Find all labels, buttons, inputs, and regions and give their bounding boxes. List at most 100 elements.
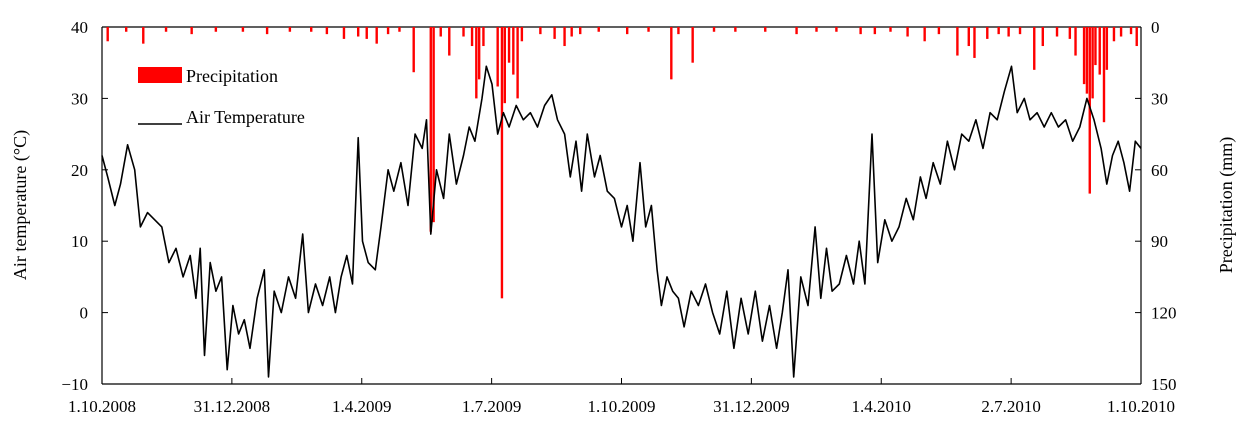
precipitation-bar <box>973 27 976 58</box>
precipitation-bar <box>365 27 368 39</box>
precipitation-bar <box>190 27 193 35</box>
y2-axis-ticks: 150 120 90 60 30 0 <box>1135 18 1177 394</box>
precipitation-bar <box>1068 27 1072 39</box>
air-temperature-line <box>101 65 1142 378</box>
precipitation-bar <box>539 27 542 35</box>
precipitation-bar <box>570 27 573 37</box>
precipitation-bar <box>520 27 524 42</box>
precipitation-bar <box>859 27 862 35</box>
y2-tick-label: 150 <box>1151 375 1177 394</box>
precipitation-bar <box>356 27 360 37</box>
y-tick-label: 40 <box>71 18 88 37</box>
precipitation-bar <box>1091 27 1094 99</box>
precipitation-bar <box>265 27 269 35</box>
precipitation-bar <box>288 27 292 32</box>
precipitation-bar <box>712 27 716 32</box>
precipitation-bar <box>1088 27 1091 194</box>
precipitation-bar <box>815 27 818 32</box>
precipitation-bar <box>475 27 478 99</box>
x-axis-ticks: 1.10.2008 31.12.2008 1.4.2009 1.7.2009 1.10.… <box>68 378 1175 416</box>
precipitation-bar <box>967 27 970 47</box>
precipitation-bar <box>734 27 737 32</box>
precipitation-bar <box>1112 27 1116 42</box>
precipitation-bar <box>1007 27 1010 37</box>
precipitation-bar <box>1129 27 1133 35</box>
legend-swatch-precipitation <box>138 67 182 83</box>
precipitation-bar <box>986 27 989 39</box>
precipitation-bar <box>507 27 511 63</box>
y-tick-label: 0 <box>80 304 89 323</box>
precipitation-bar <box>142 27 145 44</box>
precipitation-bar <box>310 27 313 32</box>
precipitation-bar <box>124 27 128 32</box>
precipitation-bar <box>1135 27 1138 47</box>
precipitation-bar <box>1074 27 1077 56</box>
precipitation-bar <box>835 27 838 32</box>
legend-label-precipitation: Precipitation <box>186 66 278 86</box>
air-temperature-series <box>101 65 1142 378</box>
precipitation-bar <box>164 27 168 32</box>
precipitation-bar <box>873 27 877 35</box>
precipitation-bar <box>923 27 926 42</box>
y-tick-label: 10 <box>71 232 88 251</box>
legend-label-air-temperature: Air Temperature <box>186 107 305 127</box>
precipitation-bar <box>482 27 485 47</box>
precipitation-bar <box>516 27 519 99</box>
y2-tick-label: 30 <box>1151 89 1168 108</box>
x-tick-label: 31.12.2009 <box>713 397 790 416</box>
precipitation-bar <box>432 27 435 223</box>
x-tick-label: 1.4.2009 <box>332 397 392 416</box>
precipitation-bar <box>677 27 680 35</box>
precipitation-bar <box>503 27 506 104</box>
precipitation-bar <box>1055 27 1059 37</box>
y2-tick-label: 90 <box>1151 232 1168 251</box>
precipitation-bar <box>325 27 329 35</box>
precipitation-bar <box>512 27 515 75</box>
precipitation-bar <box>1119 27 1123 37</box>
precipitation-bar <box>764 27 767 32</box>
precipitation-bar <box>670 27 673 80</box>
y-tick-label: −10 <box>61 375 88 394</box>
precipitation-bar <box>412 27 415 73</box>
y2-tick-label: 0 <box>1151 18 1160 37</box>
precipitation-bar <box>1033 27 1036 70</box>
precipitation-bar <box>386 27 390 35</box>
precipitation-bar <box>1094 27 1097 66</box>
y-tick-label: 20 <box>71 161 88 180</box>
precipitation-bar <box>1041 27 1044 47</box>
precipitation-bar <box>1102 27 1106 123</box>
y-tick-label: 30 <box>71 89 88 108</box>
x-tick-label: 1.10.2009 <box>588 397 656 416</box>
precipitation-bar <box>439 27 442 37</box>
x-tick-label: 1.10.2008 <box>68 397 136 416</box>
precipitation-bar <box>937 27 941 35</box>
precipitation-bar <box>906 27 909 37</box>
precipitation-bar <box>553 27 556 39</box>
precipitation-bar <box>375 27 378 44</box>
y2-axis-title: Precipitation (mm) <box>1216 137 1237 273</box>
precipitation-bar <box>597 27 600 32</box>
y2-tick-label: 120 <box>1151 304 1177 323</box>
precipitation-bar <box>1085 27 1089 94</box>
precipitation-bar <box>691 27 694 63</box>
precipitation-bar <box>398 27 401 32</box>
legend: Precipitation Air Temperature <box>138 66 305 127</box>
precipitation-bar <box>647 27 650 32</box>
precipitation-bar <box>448 27 451 56</box>
precipitation-bar <box>496 27 499 87</box>
precipitation-bar <box>342 27 346 39</box>
precipitation-bar <box>470 27 474 47</box>
precipitation-bar <box>429 27 432 232</box>
x-tick-label: 1.4.2010 <box>852 397 912 416</box>
precipitation-bar <box>500 27 504 299</box>
precipitation-bar <box>106 27 109 42</box>
precipitation-bar <box>462 27 465 37</box>
precipitation-bar <box>1018 27 1022 35</box>
x-tick-label: 1.10.2010 <box>1107 397 1175 416</box>
precipitation-bar <box>625 27 629 35</box>
x-tick-label: 2.7.2010 <box>981 397 1041 416</box>
y-axis-title: Air temperature (°C) <box>10 130 31 280</box>
precipitation-bar <box>956 27 959 56</box>
precipitation-bars <box>106 27 1138 299</box>
